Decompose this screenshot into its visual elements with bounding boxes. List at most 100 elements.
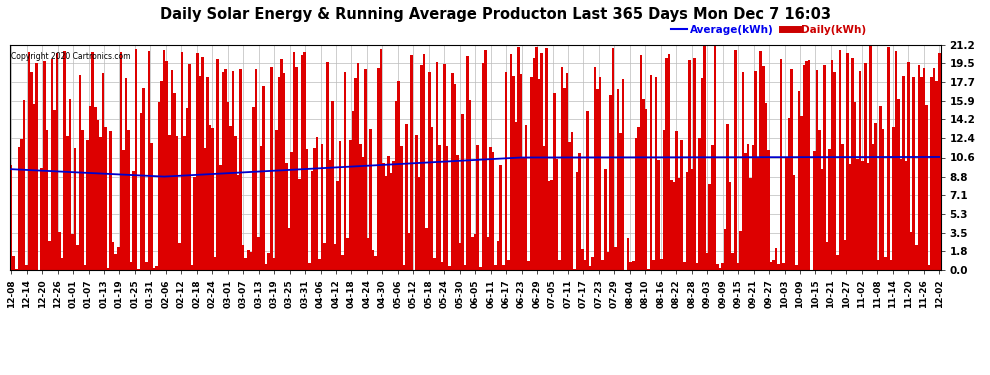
Bar	[882, 129, 884, 270]
Bar	[295, 67, 298, 270]
Bar	[201, 57, 204, 270]
Bar	[813, 151, 816, 270]
Bar	[581, 249, 583, 270]
Bar	[635, 138, 638, 270]
Bar	[759, 51, 762, 270]
Bar	[711, 145, 714, 270]
Bar	[657, 160, 660, 270]
Bar	[607, 252, 609, 270]
Bar	[701, 78, 703, 270]
Bar	[448, 266, 451, 270]
Bar	[769, 262, 772, 270]
Bar	[829, 149, 831, 270]
Bar	[324, 243, 326, 270]
Bar	[803, 64, 806, 270]
Bar	[538, 79, 541, 270]
Bar	[361, 157, 364, 270]
Bar	[463, 265, 466, 270]
Bar	[479, 267, 481, 270]
Bar	[740, 231, 742, 270]
Bar	[71, 234, 73, 270]
Bar	[133, 171, 135, 270]
Bar	[627, 238, 630, 270]
Bar	[188, 64, 191, 270]
Bar	[13, 256, 15, 270]
Bar	[405, 124, 408, 270]
Bar	[285, 163, 288, 270]
Bar	[104, 126, 107, 270]
Bar	[262, 86, 265, 270]
Bar	[742, 72, 744, 270]
Bar	[181, 51, 183, 270]
Bar	[456, 155, 458, 270]
Bar	[408, 233, 410, 270]
Bar	[227, 102, 229, 270]
Bar	[354, 78, 356, 270]
Bar	[767, 150, 769, 270]
Bar	[178, 243, 181, 270]
Bar	[293, 52, 295, 270]
Bar	[722, 263, 724, 270]
Bar	[89, 105, 91, 270]
Bar	[476, 145, 479, 270]
Bar	[892, 128, 895, 270]
Bar	[301, 54, 303, 270]
Bar	[727, 124, 729, 270]
Bar	[331, 100, 334, 270]
Bar	[140, 113, 143, 270]
Bar	[387, 156, 390, 270]
Bar	[897, 99, 900, 270]
Bar	[591, 257, 594, 270]
Bar	[15, 269, 18, 270]
Bar	[787, 118, 790, 270]
Bar	[816, 70, 818, 270]
Bar	[777, 264, 780, 270]
Bar	[222, 72, 224, 270]
Bar	[563, 88, 565, 270]
Bar	[749, 178, 751, 270]
Bar	[58, 232, 61, 270]
Bar	[660, 260, 662, 270]
Bar	[339, 141, 342, 270]
Bar	[206, 76, 209, 270]
Bar	[884, 257, 887, 270]
Bar	[499, 165, 502, 270]
Bar	[484, 50, 487, 270]
Bar	[421, 65, 423, 270]
Bar	[217, 59, 219, 270]
Bar	[933, 68, 936, 270]
Bar	[693, 58, 696, 270]
Bar	[757, 158, 759, 270]
Bar	[510, 54, 512, 270]
Bar	[160, 81, 163, 270]
Bar	[673, 182, 675, 270]
Bar	[68, 99, 71, 270]
Bar	[229, 126, 232, 270]
Bar	[571, 132, 573, 270]
Bar	[81, 130, 84, 270]
Bar	[196, 53, 199, 270]
Bar	[533, 58, 536, 270]
Bar	[842, 144, 843, 270]
Bar	[620, 133, 622, 270]
Bar	[214, 257, 217, 270]
Bar	[859, 71, 861, 270]
Bar	[458, 243, 461, 270]
Bar	[604, 168, 607, 270]
Bar	[155, 266, 157, 270]
Bar	[313, 148, 316, 270]
Bar	[400, 146, 403, 270]
Bar	[547, 181, 550, 270]
Bar	[23, 100, 25, 270]
Bar	[173, 93, 175, 270]
Bar	[306, 148, 308, 270]
Bar	[665, 58, 667, 270]
Bar	[583, 260, 586, 270]
Bar	[775, 249, 777, 270]
Bar	[568, 141, 571, 270]
Bar	[224, 69, 227, 270]
Bar	[235, 136, 237, 270]
Bar	[374, 256, 377, 270]
Bar	[183, 136, 186, 270]
Bar	[175, 136, 178, 270]
